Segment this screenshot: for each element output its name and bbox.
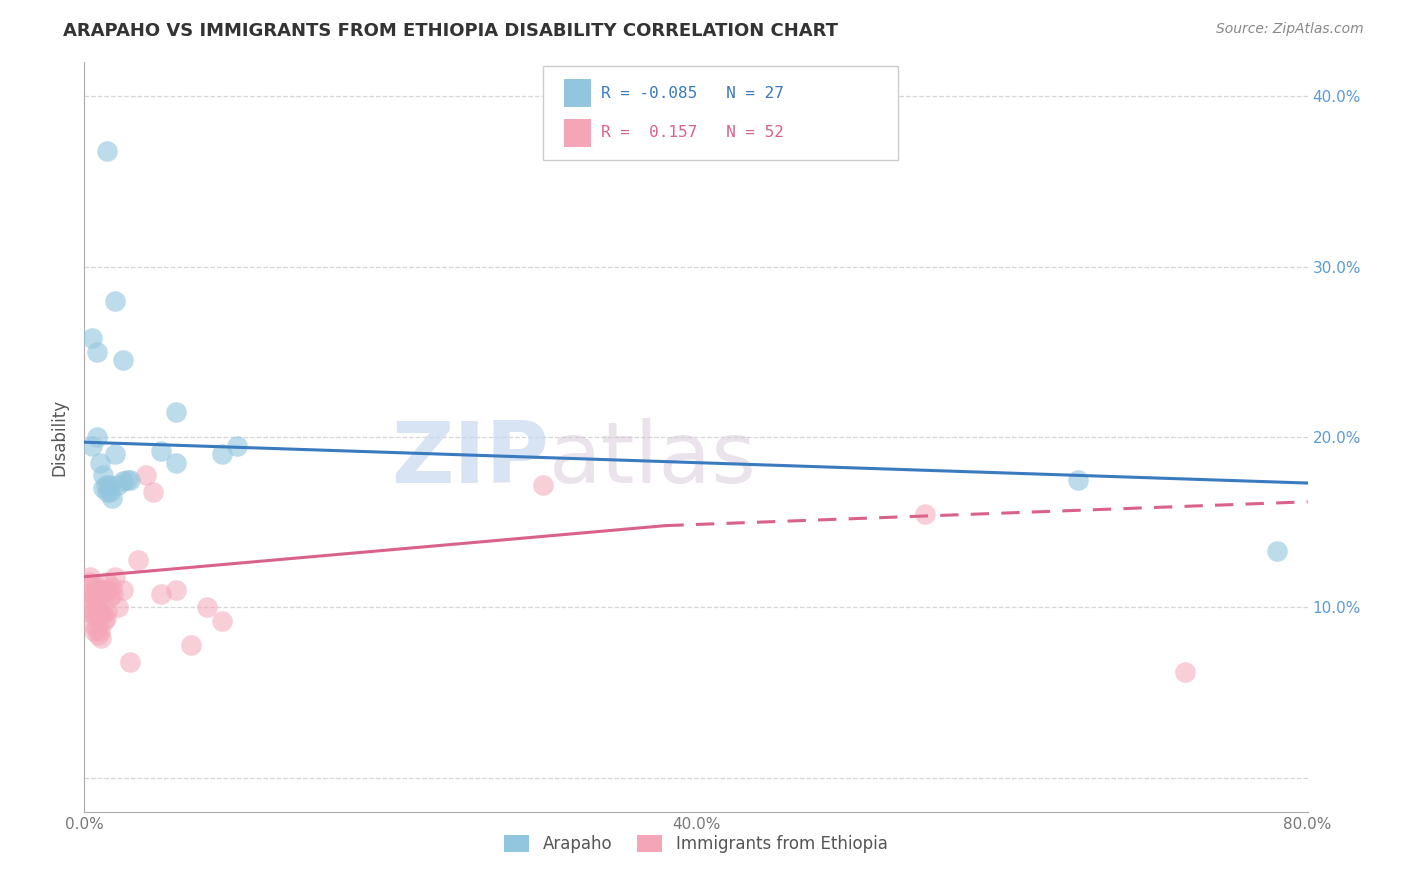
Point [77, 591, 100, 606]
Point [80, 607, 103, 622]
Point [104, 293, 127, 308]
Legend: Arapaho, Immigrants from Ethiopia: Arapaho, Immigrants from Ethiopia [498, 828, 894, 860]
Point [86, 430, 108, 444]
Point [195, 600, 218, 615]
Point [115, 473, 138, 487]
Point [149, 443, 172, 458]
Point [211, 447, 233, 461]
Point [90, 587, 112, 601]
Point [86, 621, 108, 635]
Point [94, 477, 117, 491]
Point [165, 456, 187, 470]
Point [90, 607, 112, 622]
Point [111, 583, 134, 598]
Point [101, 580, 124, 594]
Point [107, 600, 129, 615]
Point [531, 477, 554, 491]
Point [89, 583, 111, 598]
Point [96, 484, 118, 499]
Point [96, 574, 118, 589]
Point [97, 477, 120, 491]
Point [93, 587, 115, 601]
Point [94, 610, 117, 624]
Text: atlas: atlas [550, 418, 758, 501]
Point [83, 624, 105, 639]
Point [80, 331, 103, 345]
Bar [564, 78, 591, 107]
Point [226, 439, 249, 453]
Point [107, 477, 129, 491]
Point [142, 484, 165, 499]
Point [89, 604, 111, 618]
Point [165, 583, 187, 598]
FancyBboxPatch shape [543, 66, 898, 160]
Point [96, 144, 118, 158]
Point [87, 607, 110, 622]
Point [120, 473, 142, 487]
Point [104, 570, 127, 584]
Point [79, 587, 101, 601]
Point [97, 583, 120, 598]
Point [135, 467, 157, 482]
Text: ARAPAHO VS IMMIGRANTS FROM ETHIOPIA DISABILITY CORRELATION CHART: ARAPAHO VS IMMIGRANTS FROM ETHIOPIA DISA… [63, 22, 838, 40]
Text: Source: ZipAtlas.com: Source: ZipAtlas.com [1216, 22, 1364, 37]
Point [91, 607, 114, 622]
Point [180, 638, 202, 652]
Point [80, 580, 103, 594]
Point [104, 447, 127, 461]
Point [80, 600, 103, 615]
Point [914, 507, 936, 521]
Point [87, 587, 110, 601]
Point [101, 491, 124, 506]
Point [91, 467, 114, 482]
Point [77, 574, 100, 589]
Point [91, 583, 114, 598]
Point [91, 481, 114, 495]
Point [90, 631, 112, 645]
Point [111, 353, 134, 368]
Point [98, 590, 121, 604]
Point [86, 345, 108, 359]
Point [1067, 473, 1090, 487]
Point [87, 627, 110, 641]
Point [93, 614, 115, 628]
Text: R = -0.085   N = 27: R = -0.085 N = 27 [600, 86, 783, 101]
Point [83, 604, 105, 618]
Text: R =  0.157   N = 52: R = 0.157 N = 52 [600, 126, 783, 140]
Point [96, 604, 118, 618]
Point [103, 587, 125, 601]
Y-axis label: Disability: Disability [51, 399, 69, 475]
Point [1265, 544, 1288, 558]
Point [89, 624, 111, 639]
Point [1174, 665, 1197, 679]
Point [84, 591, 107, 606]
Point [80, 439, 103, 453]
Point [86, 580, 108, 594]
Point [94, 583, 117, 598]
Point [211, 614, 233, 628]
Point [80, 617, 103, 632]
Point [86, 600, 108, 615]
Point [84, 608, 107, 623]
Point [83, 587, 105, 601]
Point [165, 404, 187, 418]
Point [111, 475, 134, 489]
Point [98, 484, 121, 499]
Text: ZIP: ZIP [391, 418, 550, 501]
Point [120, 655, 142, 669]
Point [149, 587, 172, 601]
Point [127, 552, 149, 566]
Bar [564, 119, 591, 147]
Point [89, 456, 111, 470]
Point [79, 570, 101, 584]
